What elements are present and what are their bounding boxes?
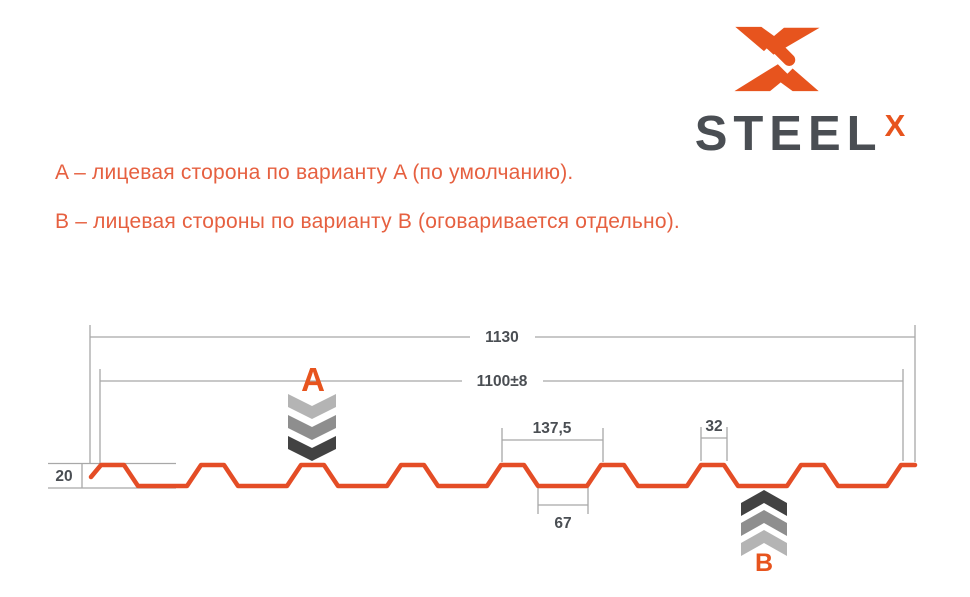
marker-b-letter: B — [755, 549, 773, 577]
dim-rib-top: 32 — [700, 418, 728, 461]
legend-line-b: B – лицевая стороны по варианту B (огова… — [55, 210, 680, 233]
marker-b: B — [741, 490, 787, 577]
logo-x-arms — [734, 26, 820, 92]
chevron-down-icon-mid — [288, 415, 336, 440]
brand-wordmark: STEELX — [640, 104, 960, 159]
sheet-profile-outline — [88, 462, 918, 489]
logo-center-link — [770, 41, 796, 66]
dim-pitch: 137,5 — [501, 420, 604, 462]
dim-value-height: 20 — [55, 468, 72, 485]
dim-value-working: 1100±8 — [477, 373, 528, 390]
dim-valley-width: 67 — [537, 486, 589, 532]
brand-name: STEEL — [694, 107, 883, 161]
profile-drawing: 1130 1100±8 137,5 32 — [48, 325, 918, 577]
dim-value-overall: 1130 — [485, 329, 519, 346]
brand-sup-x: X — [884, 108, 906, 143]
steelx-logo-icon — [734, 26, 820, 92]
chevron-down-icon-dark — [288, 436, 336, 461]
dim-value-valley: 67 — [554, 515, 571, 532]
legend-line-a: A – лицевая сторона по варианту A (по ум… — [55, 161, 574, 184]
chevron-down-icon-light — [288, 394, 336, 419]
dim-working-width: 1100±8 — [99, 369, 904, 463]
logo-arm-top-right — [763, 27, 820, 55]
dim-value-pitch: 137,5 — [533, 420, 572, 437]
chevron-up-icon-mid — [741, 510, 787, 536]
marker-a-letter: A — [301, 361, 325, 398]
chevron-up-icon-dark — [741, 490, 787, 516]
marker-a: A — [288, 361, 336, 461]
logo-arm-bottom-right — [779, 68, 819, 92]
dim-overall-width: 1130 — [89, 325, 916, 463]
logo-arm-bottom-left — [734, 64, 790, 92]
chevron-up-icon-light — [741, 530, 787, 556]
dim-value-rib-top: 32 — [705, 418, 722, 435]
